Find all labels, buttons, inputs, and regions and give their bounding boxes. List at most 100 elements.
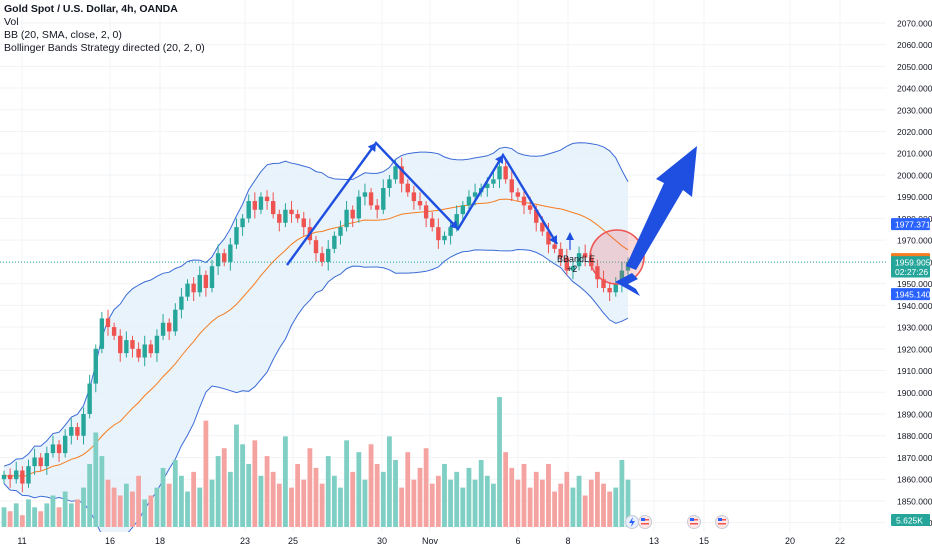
candle-body bbox=[564, 257, 570, 271]
price-badge-label: 1977.371 bbox=[895, 220, 931, 230]
flag-canton bbox=[641, 518, 645, 521]
candle-body bbox=[75, 427, 80, 436]
candle-body bbox=[173, 309, 178, 332]
candle-body bbox=[44, 453, 50, 467]
volume-bar bbox=[142, 499, 148, 527]
time-tick-label: 23 bbox=[240, 536, 250, 546]
volume-bars bbox=[1, 397, 631, 527]
candle-body bbox=[62, 435, 68, 454]
candle-body bbox=[356, 196, 362, 219]
volume-bar bbox=[19, 515, 25, 527]
flag-icon bbox=[638, 515, 652, 529]
candle-body bbox=[93, 348, 98, 384]
volume-bar bbox=[26, 499, 31, 527]
volume-bar bbox=[442, 463, 447, 527]
price-tick-label: 1990.000 bbox=[897, 192, 932, 202]
arrow-head bbox=[367, 143, 376, 152]
candle-body bbox=[148, 344, 154, 354]
candle-body bbox=[607, 287, 612, 293]
volume-bar bbox=[350, 471, 356, 527]
strategy-indicator-label[interactable]: Bollinger Bands Strategy directed (20, 2… bbox=[4, 42, 205, 54]
volume-bar bbox=[478, 460, 484, 527]
flag-icon bbox=[687, 515, 701, 529]
highlight-circle bbox=[589, 229, 645, 285]
candle-body bbox=[295, 214, 300, 219]
price-tick-label: 2030.000 bbox=[897, 105, 932, 115]
volume-bar bbox=[405, 452, 411, 527]
volume-bar bbox=[472, 479, 478, 527]
candle-body bbox=[405, 183, 410, 193]
volume-bar bbox=[197, 487, 203, 527]
volume-bar bbox=[362, 479, 368, 527]
candle-body bbox=[332, 235, 337, 249]
volume-bar bbox=[344, 440, 349, 527]
time-axis-bg bbox=[0, 532, 886, 550]
candle-body bbox=[215, 253, 221, 267]
candle-body bbox=[246, 201, 251, 219]
candle-body bbox=[252, 201, 258, 210]
volume-bar bbox=[552, 491, 557, 527]
price-tick-label: 1910.000 bbox=[897, 366, 932, 376]
candle-body bbox=[209, 266, 215, 288]
bb-indicator-label[interactable]: BB (20, SMA, close, 2, 0) bbox=[4, 29, 122, 41]
price-badge-label: 02:27:26 bbox=[895, 267, 928, 277]
candle-body bbox=[448, 227, 453, 236]
volume-bar bbox=[607, 491, 613, 527]
volume-bar bbox=[13, 503, 19, 527]
price-tick-label: 2070.000 bbox=[897, 18, 932, 28]
volume-bar bbox=[283, 436, 288, 527]
candle-body bbox=[417, 201, 423, 206]
candle-body bbox=[540, 222, 545, 232]
volume-badge bbox=[891, 514, 930, 526]
candle-body bbox=[289, 209, 294, 215]
volume-bar bbox=[87, 463, 93, 527]
volume-bar bbox=[56, 507, 62, 527]
volume-bar bbox=[533, 471, 539, 527]
symbol-title[interactable]: Gold Spot / U.S. Dollar, 4h, OANDA bbox=[4, 3, 178, 15]
candle-body bbox=[20, 470, 25, 484]
time-tick-label: 11 bbox=[17, 536, 26, 546]
volume-bar bbox=[374, 463, 380, 527]
candle-body bbox=[411, 192, 417, 202]
price-tick-label: 1880.000 bbox=[897, 431, 932, 441]
volume-bar bbox=[191, 471, 197, 527]
volume-bar bbox=[111, 487, 117, 527]
volume-bar bbox=[221, 448, 227, 527]
candles bbox=[1, 157, 631, 493]
volume-bar bbox=[234, 424, 239, 527]
time-tick-label: 30 bbox=[377, 536, 387, 546]
volume-bar bbox=[148, 495, 154, 527]
candle-body bbox=[503, 166, 508, 180]
candle-body bbox=[485, 183, 490, 189]
chart-legend: Gold Spot / U.S. Dollar, 4h, OANDA Vol B… bbox=[4, 3, 205, 55]
candle-body bbox=[69, 427, 74, 436]
volume-bar bbox=[448, 479, 453, 527]
volume-bar bbox=[105, 479, 111, 527]
candle-body bbox=[601, 279, 606, 288]
volume-badge-label: 5.625K bbox=[896, 516, 923, 526]
price-tick-label: 2020.000 bbox=[897, 127, 932, 137]
signal-label: BBandLE bbox=[557, 254, 595, 264]
candle-body bbox=[423, 205, 429, 219]
candle-body bbox=[582, 253, 588, 258]
price-tick-label: 1890.000 bbox=[897, 410, 932, 420]
volume-bar bbox=[521, 463, 527, 527]
volume-bar bbox=[429, 483, 435, 527]
candle-body bbox=[313, 240, 319, 254]
volume-bar bbox=[570, 487, 576, 527]
volume-bar bbox=[503, 452, 509, 527]
flag-stripe bbox=[641, 523, 649, 525]
candle-body bbox=[50, 444, 56, 454]
volume-bar bbox=[546, 463, 551, 527]
volume-bar bbox=[252, 440, 258, 527]
volume-bar bbox=[99, 456, 105, 527]
volume-bar bbox=[393, 460, 398, 527]
candle-body bbox=[32, 457, 37, 467]
volume-indicator-label[interactable]: Vol bbox=[4, 16, 19, 28]
volume-bar bbox=[515, 479, 521, 527]
candle-body bbox=[99, 318, 105, 349]
volume-bar bbox=[240, 444, 245, 527]
candle-body bbox=[326, 248, 331, 262]
candle-body bbox=[374, 205, 380, 210]
